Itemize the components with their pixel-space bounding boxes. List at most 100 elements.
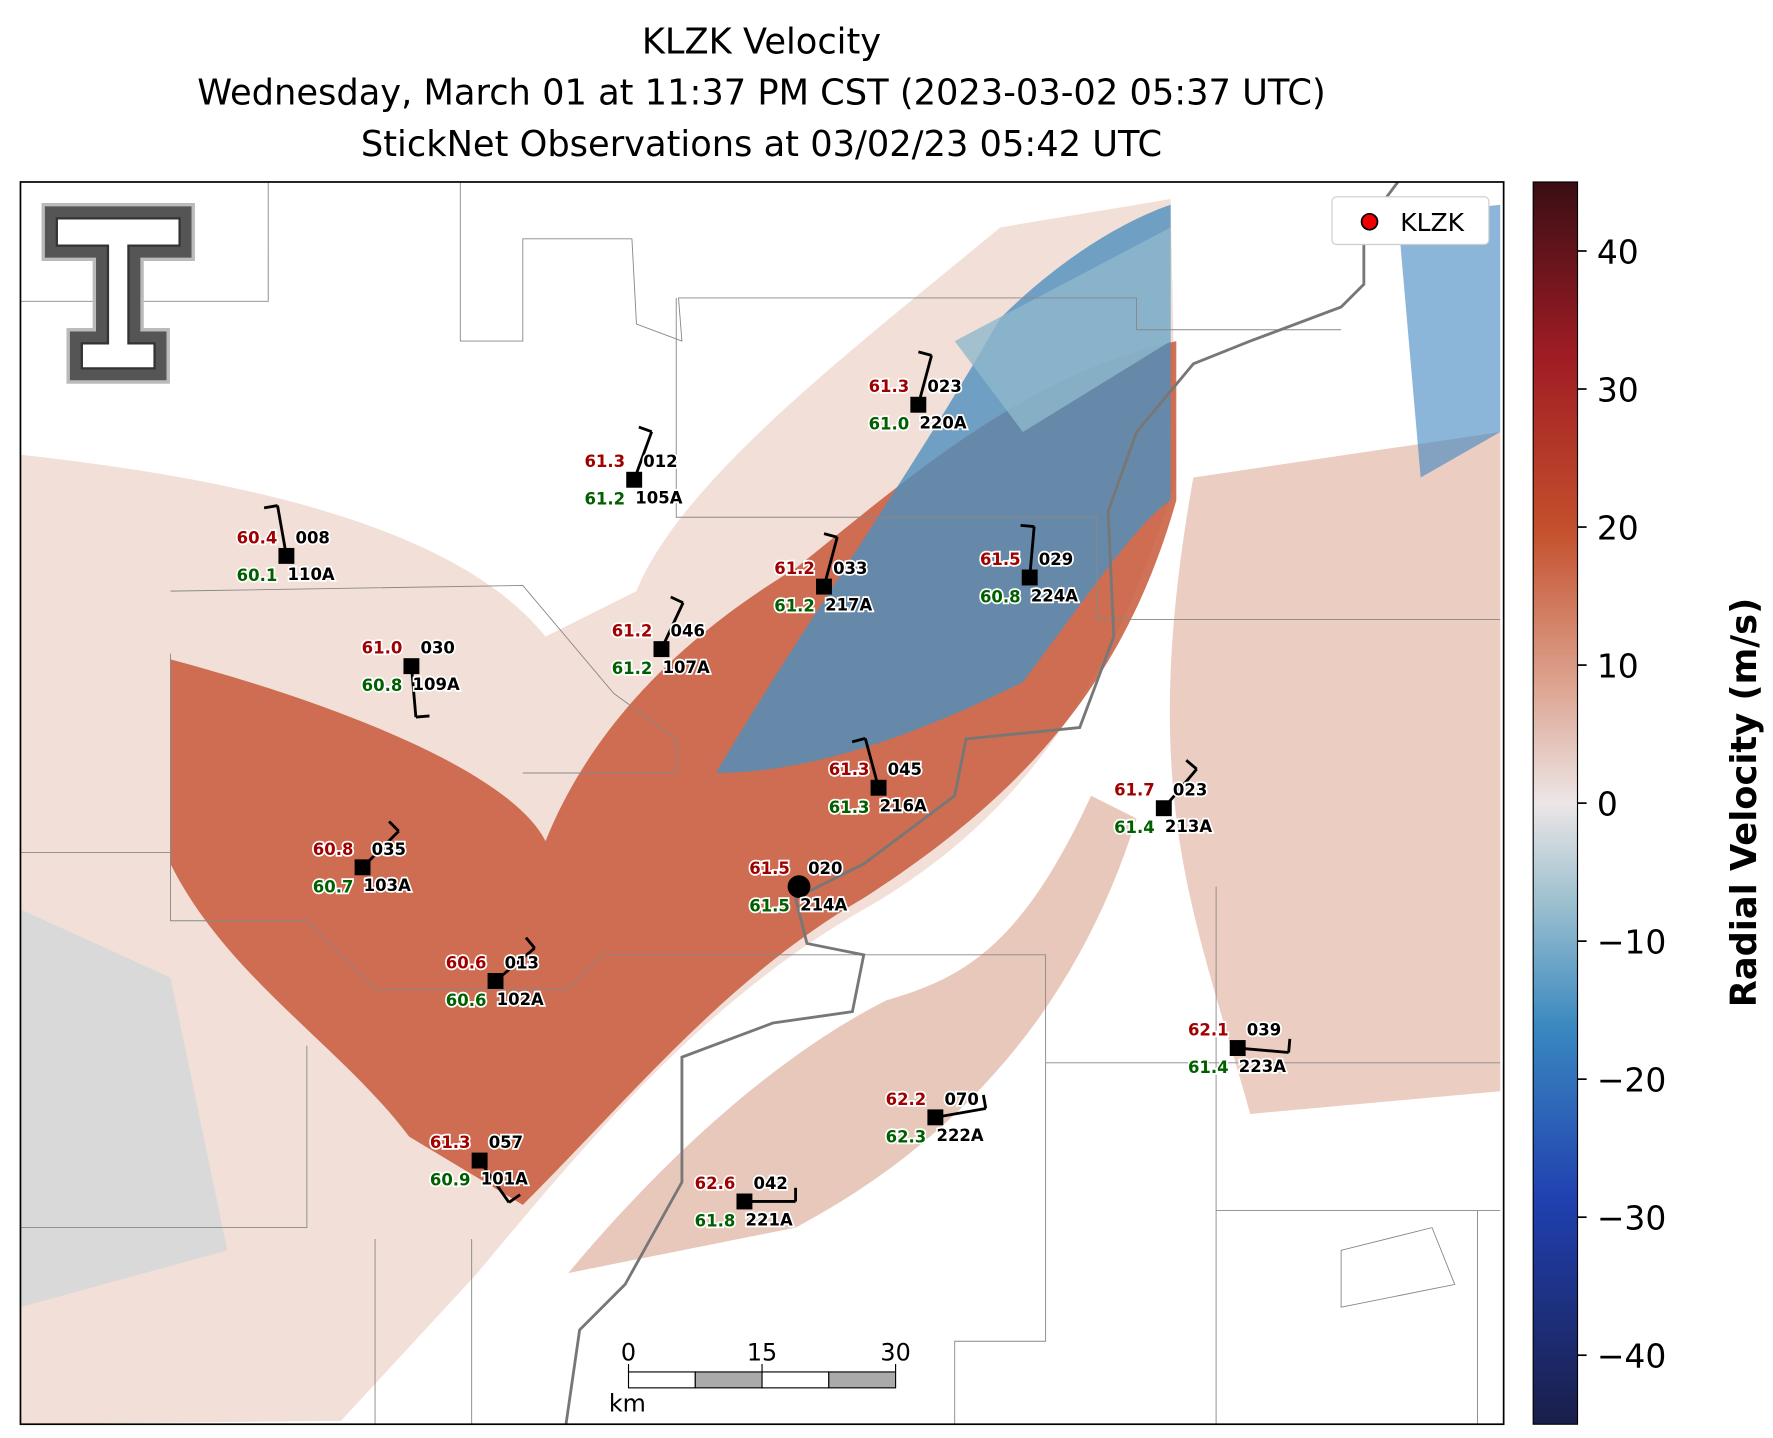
- wind-barb: [276, 505, 288, 557]
- station-dew: 60.7: [313, 877, 354, 896]
- station-id: 217A: [825, 595, 872, 614]
- wind-barb-flag: [1185, 759, 1198, 771]
- station-dew: 60.1: [237, 566, 278, 585]
- colorbar-tick-label: −30: [1597, 1199, 1667, 1238]
- station-dew: 61.4: [1188, 1058, 1229, 1077]
- station-dew: 61.2: [774, 597, 815, 616]
- station-wind: 042: [754, 1174, 788, 1193]
- wind-barb-flag: [263, 504, 278, 510]
- station-id: 223A: [1239, 1057, 1286, 1076]
- scale-segment: [694, 1371, 763, 1389]
- station-marker: [653, 641, 670, 658]
- station-temp: 61.5: [749, 859, 790, 878]
- station-temp: 61.2: [774, 559, 815, 578]
- station-temp: 61.0: [362, 639, 403, 658]
- legend-label: KLZK: [1400, 208, 1464, 237]
- station-id: 216A: [880, 797, 927, 816]
- station-marker: [1229, 1040, 1246, 1056]
- station-temp: 60.8: [313, 840, 354, 859]
- station-temp: 61.2: [612, 622, 653, 641]
- station-marker: [816, 578, 832, 595]
- wind-barb-flag: [1020, 523, 1035, 528]
- station-temp: 60.6: [446, 953, 487, 972]
- station-id: 221A: [746, 1210, 793, 1229]
- wind-barb-flag: [851, 736, 866, 744]
- station-marker: [1155, 800, 1172, 817]
- colorbar-tick-label: −40: [1597, 1337, 1667, 1376]
- station-marker: [354, 859, 371, 876]
- station-wind: 029: [1039, 550, 1073, 569]
- legend-box: [1331, 196, 1490, 246]
- station-wind: 012: [643, 452, 677, 471]
- station-marker: [278, 547, 295, 564]
- wind-barb: [935, 1107, 986, 1119]
- station-dew: 61.2: [584, 490, 625, 509]
- station-dew: 60.6: [446, 991, 487, 1010]
- station-id: 224A: [1031, 586, 1078, 605]
- station-temp: 61.3: [584, 452, 625, 471]
- station-marker: [403, 658, 420, 675]
- station-temp: 61.3: [869, 377, 910, 396]
- station-wind: 008: [295, 528, 329, 547]
- county-lines: [20, 181, 1501, 1425]
- station-temp: 61.7: [1114, 781, 1155, 800]
- colorbar-tick-label: 40: [1597, 233, 1639, 272]
- station-id: 105A: [635, 489, 682, 508]
- wind-barb: [410, 666, 418, 718]
- station-dew: 60.9: [430, 1171, 471, 1190]
- station-wind: 030: [421, 639, 455, 658]
- legend-marker: [1360, 212, 1379, 231]
- wind-barb-flag: [670, 595, 684, 605]
- station-id: 107A: [663, 658, 710, 677]
- station-marker: [927, 1109, 944, 1126]
- wind-barb-flag: [508, 1193, 521, 1204]
- scale-segment: [627, 1371, 696, 1389]
- station-marker: [910, 396, 927, 413]
- wind-barb: [863, 737, 880, 789]
- title-line: StickNet Observations at 03/02/23 05:42 …: [361, 124, 1162, 165]
- station-wind: 039: [1247, 1021, 1281, 1040]
- station-marker: [870, 779, 887, 796]
- river: [564, 181, 1400, 1425]
- station-id: 213A: [1165, 817, 1212, 836]
- scale-tick-label: 15: [747, 1339, 777, 1367]
- wind-barb: [1028, 526, 1036, 578]
- station-dew: 61.2: [612, 659, 653, 678]
- scale-segment: [761, 1371, 830, 1389]
- wind-barb-flag: [1287, 1038, 1292, 1053]
- title-line: Wednesday, March 01 at 11:37 PM CST (202…: [197, 73, 1325, 114]
- radar-site: [787, 875, 811, 899]
- station-marker: [471, 1152, 488, 1169]
- wind-barb-flag: [823, 532, 838, 539]
- station-wind: 033: [833, 559, 867, 578]
- wind-barb: [632, 431, 654, 481]
- map-frame: [19, 181, 1505, 1426]
- station-temp: 61.5: [980, 550, 1021, 569]
- colorbar-tick-label: −10: [1597, 923, 1667, 962]
- station-wind: 046: [671, 622, 705, 641]
- wind-barb-flag: [918, 350, 932, 357]
- station-dew: 61.3: [829, 798, 870, 817]
- station-dew: 60.8: [980, 588, 1021, 607]
- station-id: 222A: [937, 1126, 984, 1145]
- colorbar-tick-label: −20: [1597, 1061, 1667, 1100]
- station-id: 110A: [288, 565, 335, 584]
- colorbar-tick-label: 20: [1597, 509, 1639, 548]
- colorbar-tick-label: 0: [1597, 785, 1618, 824]
- scale-tick-label: 0: [621, 1339, 636, 1367]
- station-marker: [736, 1193, 753, 1210]
- station-id: 109A: [413, 675, 460, 694]
- station-wind: 013: [505, 953, 539, 972]
- station-id: 102A: [497, 990, 544, 1009]
- station-dew: 61.5: [749, 897, 790, 916]
- station-wind: 020: [808, 859, 842, 878]
- colorbar: [1532, 181, 1579, 1425]
- title-line: KLZK Velocity: [642, 22, 881, 63]
- wind-barb-flag: [638, 425, 653, 434]
- station-dew: 60.8: [362, 676, 403, 695]
- station-marker: [487, 973, 504, 989]
- station-wind: 070: [944, 1090, 978, 1109]
- station-dew: 61.0: [869, 415, 910, 434]
